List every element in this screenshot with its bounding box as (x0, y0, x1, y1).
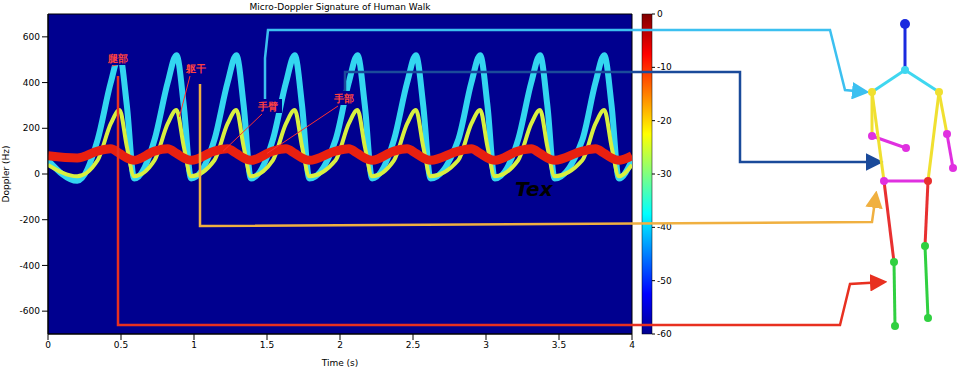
svg-text:600: 600 (23, 32, 40, 42)
svg-text:-20: -20 (657, 116, 672, 126)
svg-text:4: 4 (629, 340, 635, 350)
svg-text:3: 3 (483, 340, 489, 350)
svg-text:-10: -10 (657, 62, 672, 72)
svg-text:Tex: Tex (515, 177, 554, 201)
svg-text:Micro-Doppler Signature of Hum: Micro-Doppler Signature of Human Walk (250, 2, 432, 12)
svg-text:0: 0 (657, 9, 663, 19)
svg-text:-30: -30 (657, 169, 672, 179)
svg-text:2.5: 2.5 (406, 340, 420, 350)
svg-text:-50: -50 (657, 276, 672, 286)
svg-text:手臂: 手臂 (257, 101, 278, 112)
svg-text:手部: 手部 (333, 93, 354, 104)
svg-text:-40: -40 (657, 222, 672, 232)
svg-text:-60: -60 (657, 329, 672, 339)
svg-text:0.5: 0.5 (114, 340, 128, 350)
svg-text:腿部: 腿部 (107, 53, 128, 64)
svg-text:躯干: 躯干 (185, 63, 206, 74)
svg-text:-400: -400 (20, 261, 41, 271)
svg-text:-600: -600 (20, 306, 41, 316)
svg-text:200: 200 (23, 123, 40, 133)
svg-text:400: 400 (23, 78, 40, 88)
svg-text:-200: -200 (20, 215, 41, 225)
svg-text:3.5: 3.5 (552, 340, 566, 350)
svg-text:1: 1 (191, 340, 197, 350)
svg-text:Time (s): Time (s) (321, 358, 359, 368)
svg-text:0: 0 (34, 169, 40, 179)
svg-text:0: 0 (45, 340, 51, 350)
svg-text:2: 2 (337, 340, 343, 350)
svg-text:1.5: 1.5 (260, 340, 274, 350)
svg-text:Doppler (Hz): Doppler (Hz) (1, 146, 11, 203)
